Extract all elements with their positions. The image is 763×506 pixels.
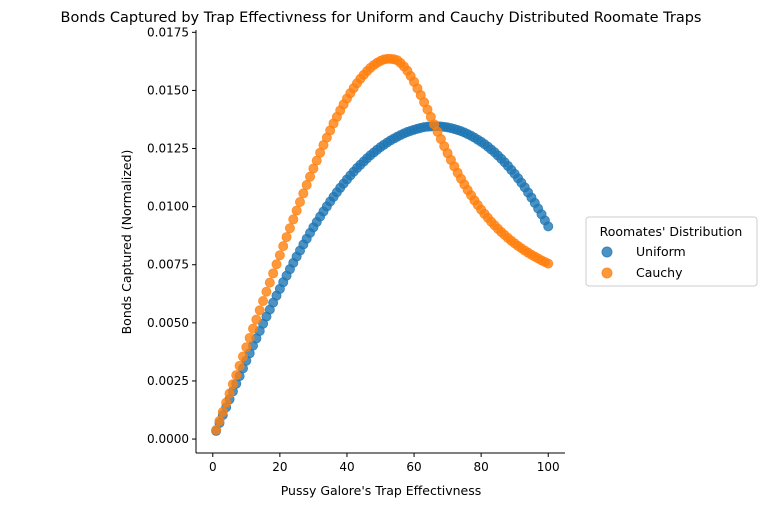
data-point-cauchy	[274, 250, 285, 261]
data-point-cauchy	[254, 305, 265, 316]
legend-marker-cauchy	[601, 267, 613, 279]
y-tick-label: 0.0100	[147, 200, 189, 214]
data-points	[211, 53, 554, 436]
y-tick-label: 0.0125	[147, 142, 189, 156]
data-point-cauchy	[214, 415, 225, 426]
y-tick-label: 0.0175	[147, 25, 189, 39]
legend-title: Roomates' Distribution	[600, 224, 743, 239]
data-point-cauchy	[281, 232, 292, 243]
data-point-cauchy	[278, 241, 289, 252]
series-cauchy	[211, 53, 554, 435]
x-tick-label: 100	[537, 460, 560, 474]
data-point-cauchy	[251, 314, 262, 325]
data-point-cauchy	[261, 286, 272, 297]
data-point-cauchy	[234, 360, 245, 371]
legend-frame	[585, 216, 758, 287]
x-tick-label: 40	[339, 460, 354, 474]
data-point-cauchy	[221, 397, 232, 408]
y-tick-label: 0.0025	[147, 374, 189, 388]
legend-label-uniform: Uniform	[636, 244, 686, 259]
x-axis-label: Pussy Galore's Trap Effectivness	[281, 483, 482, 498]
y-ticks: 0.0000 0.0025 0.0050 0.0075 0.0100 0.0125 0.01…	[147, 25, 196, 446]
data-point-cauchy	[217, 406, 228, 417]
legend-marker-uniform	[601, 246, 613, 258]
data-point-cauchy	[211, 424, 222, 435]
data-point-cauchy	[543, 258, 554, 269]
data-point-cauchy	[268, 268, 279, 279]
data-point-cauchy	[294, 196, 305, 207]
x-ticks: 0 20 40 60 80 100	[209, 453, 560, 474]
x-tick-label: 60	[406, 460, 421, 474]
y-axis-label: Bonds Captured (Normalized)	[119, 150, 134, 335]
data-point-cauchy	[237, 351, 248, 362]
data-point-cauchy	[284, 223, 295, 234]
x-tick-label: 20	[272, 460, 287, 474]
data-point-cauchy	[231, 370, 242, 381]
x-tick-label: 0	[209, 460, 217, 474]
data-point-cauchy	[271, 259, 282, 270]
data-point-cauchy	[224, 388, 235, 399]
legend: Roomates' Distribution Uniform Cauchy	[585, 216, 758, 287]
series-uniform	[211, 121, 554, 436]
data-point-cauchy	[264, 277, 275, 288]
axes: 0 20 40 60 80 100 0.00000.00250.00500.00750.0…	[147, 25, 565, 474]
data-point-cauchy	[288, 214, 299, 225]
data-point-cauchy	[258, 295, 269, 306]
data-point-uniform	[543, 221, 554, 232]
y-tick-label: 0.0150	[147, 83, 189, 97]
data-point-cauchy	[248, 323, 259, 334]
data-point-cauchy	[244, 332, 255, 343]
y-tick-label: 0.0000	[147, 432, 189, 446]
chart-title: Bonds Captured by Trap Effectivness for …	[61, 10, 702, 26]
data-point-cauchy	[241, 342, 252, 353]
legend-label-cauchy: Cauchy	[636, 265, 683, 280]
y-tick-label: 0.0075	[147, 258, 189, 272]
x-tick-label: 80	[473, 460, 488, 474]
y-tick-label: 0.0050	[147, 316, 189, 330]
data-point-cauchy	[227, 379, 238, 390]
data-point-cauchy	[301, 180, 312, 191]
data-point-cauchy	[291, 205, 302, 216]
data-point-cauchy	[298, 188, 309, 199]
